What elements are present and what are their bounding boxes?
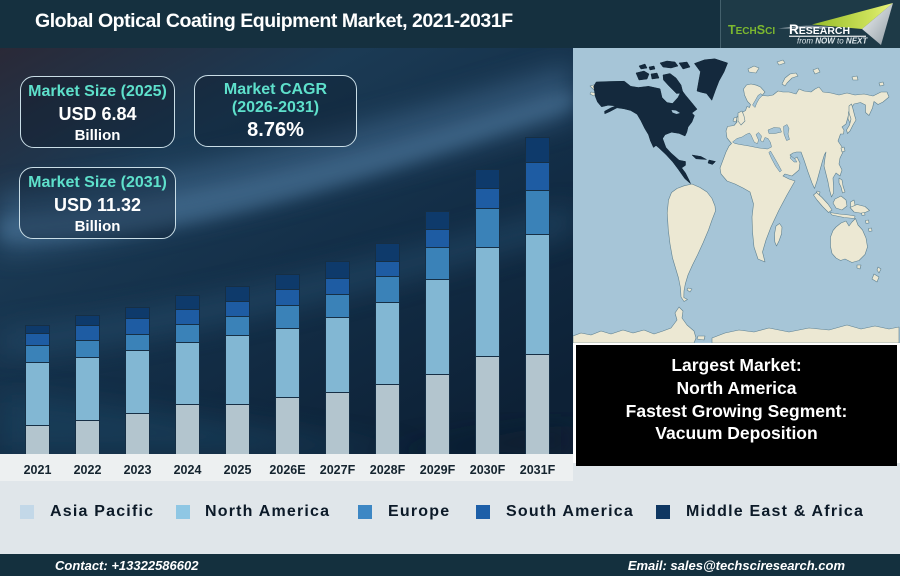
- svg-text:from NOW to NEXT: from NOW to NEXT: [797, 37, 868, 46]
- svg-text:RESEARCH: RESEARCH: [789, 22, 850, 37]
- svg-text:TECHSCI: TECHSCI: [728, 23, 775, 37]
